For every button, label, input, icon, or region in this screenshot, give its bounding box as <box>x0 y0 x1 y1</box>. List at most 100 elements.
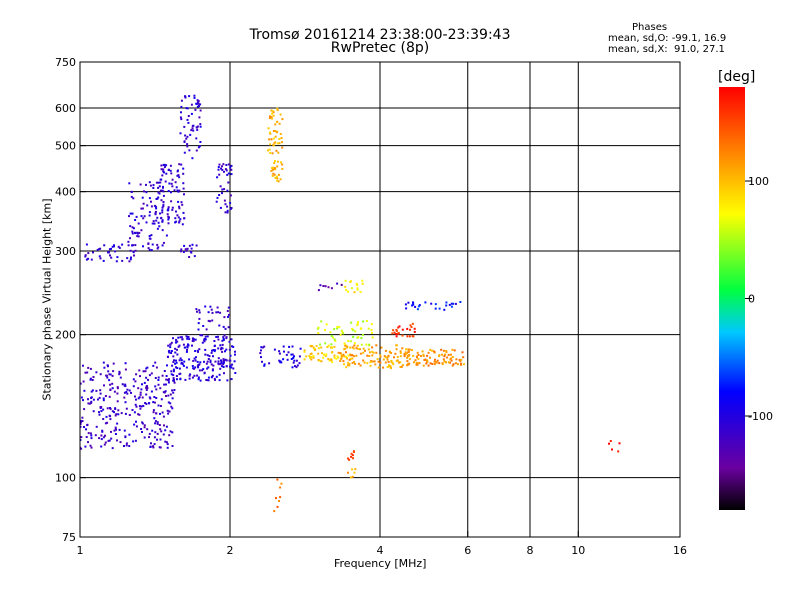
data-point <box>320 346 323 349</box>
data-point <box>225 348 228 351</box>
data-point <box>223 372 225 375</box>
data-point <box>103 244 106 247</box>
data-point <box>166 213 169 216</box>
data-point <box>206 335 209 338</box>
data-point <box>279 178 282 181</box>
data-point <box>152 446 155 449</box>
data-point <box>203 339 206 342</box>
data-point <box>422 354 425 357</box>
data-point <box>321 352 323 355</box>
data-point <box>196 310 198 313</box>
data-point <box>348 364 351 367</box>
data-point <box>167 215 170 218</box>
data-point <box>148 214 151 217</box>
data-point <box>135 215 138 218</box>
data-point <box>230 366 233 369</box>
data-point <box>312 356 315 359</box>
data-point <box>177 345 180 348</box>
data-point <box>413 327 416 330</box>
data-point <box>396 355 399 358</box>
data-point <box>188 358 191 361</box>
data-point <box>218 373 221 376</box>
data-point <box>204 353 207 356</box>
data-point <box>443 308 446 311</box>
data-point <box>371 346 374 349</box>
data-point <box>156 227 159 230</box>
data-point <box>104 395 107 397</box>
data-point <box>450 357 453 360</box>
data-point <box>169 393 172 396</box>
data-point <box>223 361 225 364</box>
data-point <box>173 359 175 362</box>
data-point <box>198 311 201 314</box>
data-point <box>157 191 160 194</box>
data-point <box>132 227 135 230</box>
data-point <box>206 360 209 363</box>
data-point <box>80 421 82 424</box>
data-point <box>143 426 146 429</box>
data-point <box>216 306 219 309</box>
data-point <box>291 366 294 369</box>
data-point <box>132 250 135 253</box>
data-point <box>118 370 121 373</box>
data-point <box>451 356 454 358</box>
data-point <box>452 363 455 366</box>
data-point <box>111 245 114 248</box>
data-point <box>398 325 401 328</box>
data-point <box>210 363 213 366</box>
data-point <box>198 348 201 351</box>
data-point <box>433 360 436 363</box>
data-point <box>356 344 359 347</box>
data-point <box>217 166 220 168</box>
data-point <box>273 348 276 351</box>
data-point <box>204 348 207 351</box>
data-point <box>358 348 361 351</box>
data-point <box>135 420 137 423</box>
data-point <box>138 396 141 399</box>
data-point <box>357 362 360 365</box>
data-point <box>186 107 189 110</box>
data-point <box>455 358 458 361</box>
legend-stats-x: mean, sd,X: 91.0, 27.1 <box>608 44 725 55</box>
data-point <box>227 326 230 329</box>
data-point <box>91 379 94 381</box>
data-point <box>371 336 374 339</box>
data-point <box>351 361 354 364</box>
data-point <box>178 373 181 376</box>
data-point <box>446 356 449 359</box>
data-point <box>166 443 169 446</box>
data-point <box>167 401 170 404</box>
data-point <box>340 329 343 332</box>
data-point <box>354 468 357 471</box>
data-point <box>353 342 356 345</box>
data-point <box>217 347 220 350</box>
data-point <box>114 426 117 429</box>
data-point <box>447 361 450 364</box>
y-tick-label: 400 <box>55 186 76 199</box>
data-point <box>143 215 146 218</box>
data-point <box>124 383 127 386</box>
data-point <box>337 356 340 359</box>
data-point <box>164 390 167 393</box>
data-point <box>102 361 105 364</box>
data-point <box>121 243 124 246</box>
data-point <box>153 204 156 207</box>
data-point <box>234 353 236 356</box>
data-point <box>202 325 205 327</box>
data-point <box>188 149 191 152</box>
data-point <box>445 351 448 354</box>
data-point <box>347 339 350 342</box>
data-point <box>161 211 164 214</box>
data-point <box>170 350 173 352</box>
data-point <box>398 361 400 364</box>
data-point <box>197 350 199 353</box>
data-point <box>102 259 105 262</box>
data-point <box>197 100 200 103</box>
data-point <box>180 99 183 102</box>
data-point <box>83 408 86 411</box>
data-point <box>123 396 126 399</box>
data-point <box>327 344 330 347</box>
data-point <box>197 328 200 331</box>
data-point <box>168 434 171 437</box>
data-point <box>291 353 294 356</box>
